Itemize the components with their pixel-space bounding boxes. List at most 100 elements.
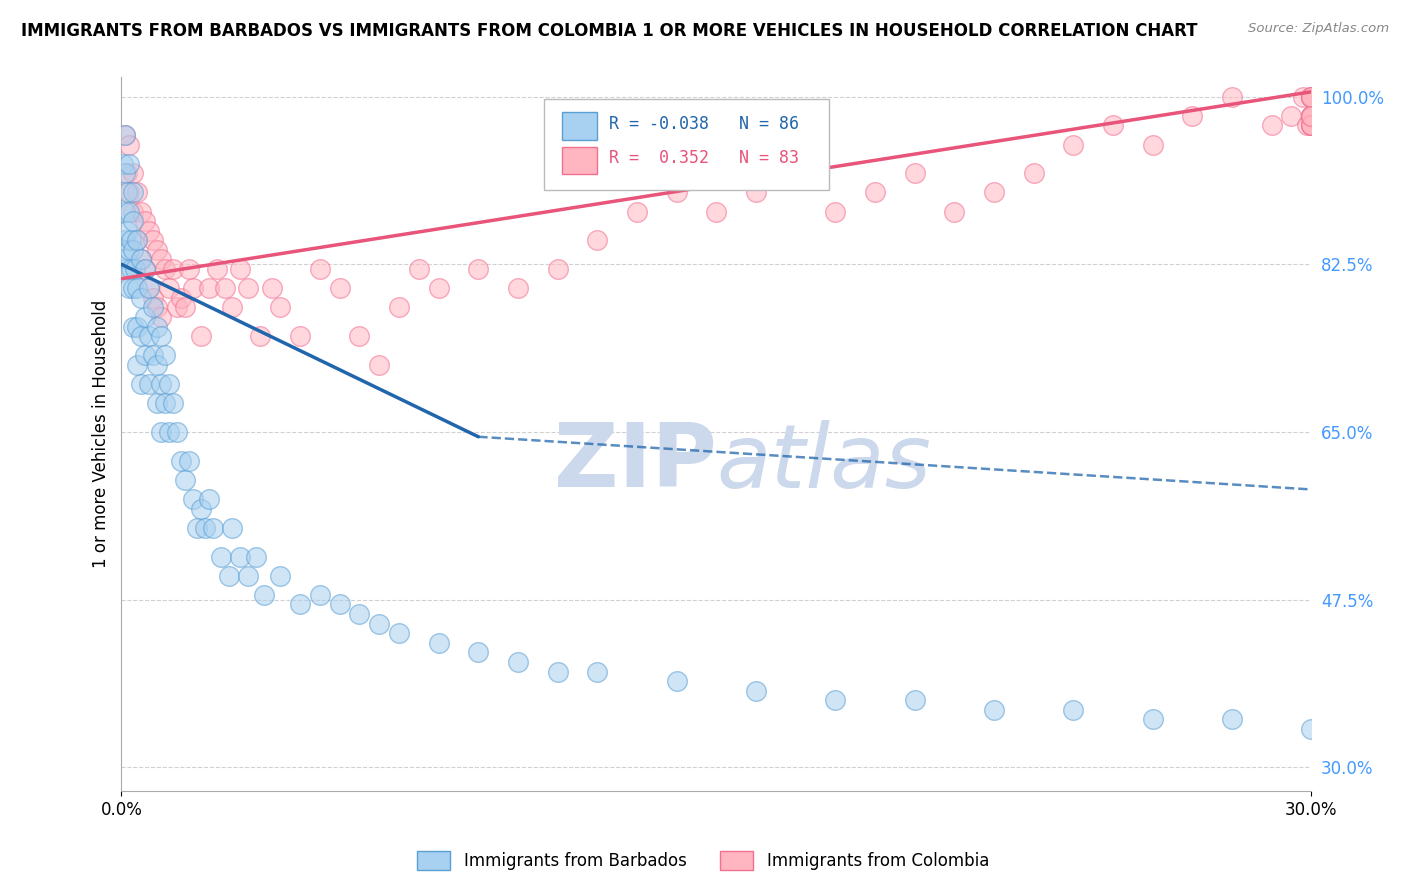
Point <box>218 568 240 582</box>
Point <box>368 616 391 631</box>
Point <box>153 262 176 277</box>
FancyBboxPatch shape <box>544 99 830 190</box>
Legend: Immigrants from Barbados, Immigrants from Colombia: Immigrants from Barbados, Immigrants fro… <box>411 844 995 877</box>
Point <box>127 281 149 295</box>
Point <box>118 156 141 170</box>
Point <box>138 281 160 295</box>
Point <box>1301 89 1323 103</box>
Point <box>349 607 371 621</box>
Point <box>1301 119 1323 133</box>
Point <box>308 588 330 602</box>
Point <box>127 358 149 372</box>
Point <box>117 224 139 238</box>
Point <box>146 396 169 410</box>
Point <box>120 233 142 247</box>
Text: atlas: atlas <box>716 420 931 506</box>
Point <box>221 521 243 535</box>
Point <box>120 262 142 277</box>
Point <box>209 549 232 564</box>
Point <box>114 233 136 247</box>
Point <box>408 262 430 277</box>
Point <box>170 454 193 468</box>
Point <box>626 204 648 219</box>
Point <box>166 301 188 315</box>
Point <box>150 377 173 392</box>
Point <box>127 233 149 247</box>
Point <box>665 674 688 689</box>
Point <box>214 281 236 295</box>
Point <box>122 204 145 219</box>
Point <box>146 301 169 315</box>
Point <box>1301 89 1323 103</box>
Point <box>863 186 886 200</box>
Point <box>197 281 219 295</box>
Point <box>238 281 260 295</box>
Point <box>308 262 330 277</box>
Point <box>134 310 156 324</box>
Point <box>221 301 243 315</box>
Point <box>114 204 136 219</box>
Point <box>824 693 846 707</box>
Point <box>288 598 311 612</box>
Point <box>329 598 352 612</box>
Point <box>134 262 156 277</box>
Point <box>153 348 176 362</box>
Point <box>142 301 165 315</box>
Text: R = -0.038   N = 86: R = -0.038 N = 86 <box>609 115 799 133</box>
Point <box>824 204 846 219</box>
Point <box>245 549 267 564</box>
Point <box>118 137 141 152</box>
Point <box>1301 109 1323 123</box>
Point <box>170 291 193 305</box>
Point <box>1301 109 1323 123</box>
Point <box>904 693 927 707</box>
Point <box>1220 713 1243 727</box>
Point <box>467 645 489 659</box>
Point <box>745 186 768 200</box>
Point <box>129 204 152 219</box>
Point <box>129 252 152 267</box>
Point <box>129 329 152 343</box>
Point <box>157 281 180 295</box>
Point <box>1142 137 1164 152</box>
Bar <box>561 146 598 174</box>
Point <box>129 377 152 392</box>
Point <box>122 186 145 200</box>
Point <box>785 166 807 180</box>
Point <box>122 243 145 257</box>
Point <box>146 358 169 372</box>
Point <box>118 243 141 257</box>
Text: Source: ZipAtlas.com: Source: ZipAtlas.com <box>1249 22 1389 36</box>
Point <box>157 425 180 439</box>
Point <box>269 301 291 315</box>
Point <box>134 348 156 362</box>
Point <box>190 501 212 516</box>
Point <box>983 186 1005 200</box>
Point <box>150 329 173 343</box>
Point <box>150 425 173 439</box>
Point <box>1301 109 1323 123</box>
Point <box>269 568 291 582</box>
Point <box>368 358 391 372</box>
Point <box>138 281 160 295</box>
Point <box>122 214 145 228</box>
Point <box>118 186 141 200</box>
Point <box>904 166 927 180</box>
Point <box>586 233 609 247</box>
Point <box>1292 89 1315 103</box>
Point <box>1142 713 1164 727</box>
Point <box>114 262 136 277</box>
Point <box>114 128 136 142</box>
Point <box>186 521 208 535</box>
Point <box>288 329 311 343</box>
Point <box>238 568 260 582</box>
Point <box>142 233 165 247</box>
Point <box>586 665 609 679</box>
Point <box>1301 119 1323 133</box>
Point <box>174 473 197 487</box>
Point <box>1062 137 1084 152</box>
Point <box>112 156 135 170</box>
Y-axis label: 1 or more Vehicles in Household: 1 or more Vehicles in Household <box>93 301 110 568</box>
Point <box>134 262 156 277</box>
Point <box>1301 109 1323 123</box>
